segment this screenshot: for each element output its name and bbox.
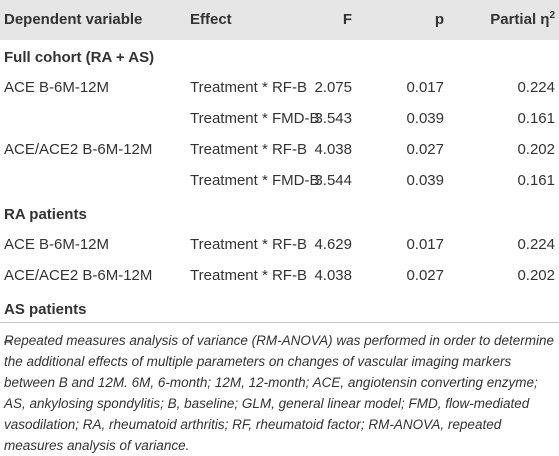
cell-f: 4.629 [314,236,352,253]
cell-dependent-variable: ACE B-6M-12M [4,236,110,253]
cell-dependent-variable: ACE/ACE2 B-6M-12M [4,267,153,284]
table-row: ACE/ACE2 B-6M-12M Treatment * RF-B 4.038… [0,135,559,166]
table-footer-divider [0,322,559,323]
section-title-as-patients: AS patients [4,301,87,318]
cell-dependent-variable: ACE B-6M-12M [4,79,110,96]
cell-f: 4.038 [314,141,352,158]
table-footnote: Repeated measures analysis of variance (… [4,333,554,453]
cell-effect: Treatment * RF-B [190,141,307,158]
cell-effect: Treatment * RF-B [190,267,307,284]
table-row: – [0,325,559,355]
cell-partial-eta: 0.224 [517,236,555,253]
cell-effect: Treatment * RF-B [190,236,307,253]
section-row-ra-patients: RA patients [0,197,559,230]
header-partial-eta-superscript: 2 [549,10,555,21]
results-table: Dependent variable Effect F p Partial η2… [0,0,559,355]
cell-f: 3.543 [314,110,352,127]
header-dependent-variable: Dependent variable [4,11,143,28]
section-row-full-cohort: Full cohort (RA + AS) [0,40,559,73]
cell-partial-eta: 0.224 [517,79,555,96]
header-partial-eta-label: Partial η [490,11,550,28]
cell-f: 2.075 [314,79,352,96]
header-effect: Effect [190,11,232,28]
cell-empty-dash: – [4,333,13,350]
header-f: F [342,11,352,28]
table-header-row: Dependent variable Effect F p Partial η2 [0,0,559,40]
cell-p: 0.039 [406,110,444,127]
cell-partial-eta: 0.202 [517,267,555,284]
cell-f: 4.038 [314,267,352,284]
cell-effect: Treatment * FMD-B [190,110,320,127]
cell-dependent-variable: ACE/ACE2 B-6M-12M [4,141,153,158]
section-row-as-patients: AS patients [0,292,559,325]
header-p: p [434,11,444,28]
header-partial-eta: Partial η2 [490,11,555,29]
cell-f: 3.544 [314,172,352,189]
cell-partial-eta: 0.161 [517,110,555,127]
cell-effect: Treatment * RF-B [190,79,307,96]
cell-p: 0.027 [406,267,444,284]
cell-p: 0.027 [406,141,444,158]
section-title-full-cohort: Full cohort (RA + AS) [4,49,155,66]
cell-partial-eta: 0.161 [517,172,555,189]
cell-p: 0.017 [406,79,444,96]
table-row: Treatment * FMD-B 3.544 0.039 0.161 [0,166,559,197]
cell-effect: Treatment * FMD-B [190,172,320,189]
section-title-ra-patients: RA patients [4,206,87,223]
table-row: ACE B-6M-12M Treatment * RF-B 4.629 0.01… [0,230,559,261]
table-row: Treatment * FMD-B 3.543 0.039 0.161 [0,104,559,135]
cell-partial-eta: 0.202 [517,141,555,158]
table-row: ACE/ACE2 B-6M-12M Treatment * RF-B 4.038… [0,261,559,292]
cell-p: 0.039 [406,172,444,189]
cell-p: 0.017 [406,236,444,253]
table-row: ACE B-6M-12M Treatment * RF-B 2.075 0.01… [0,73,559,104]
